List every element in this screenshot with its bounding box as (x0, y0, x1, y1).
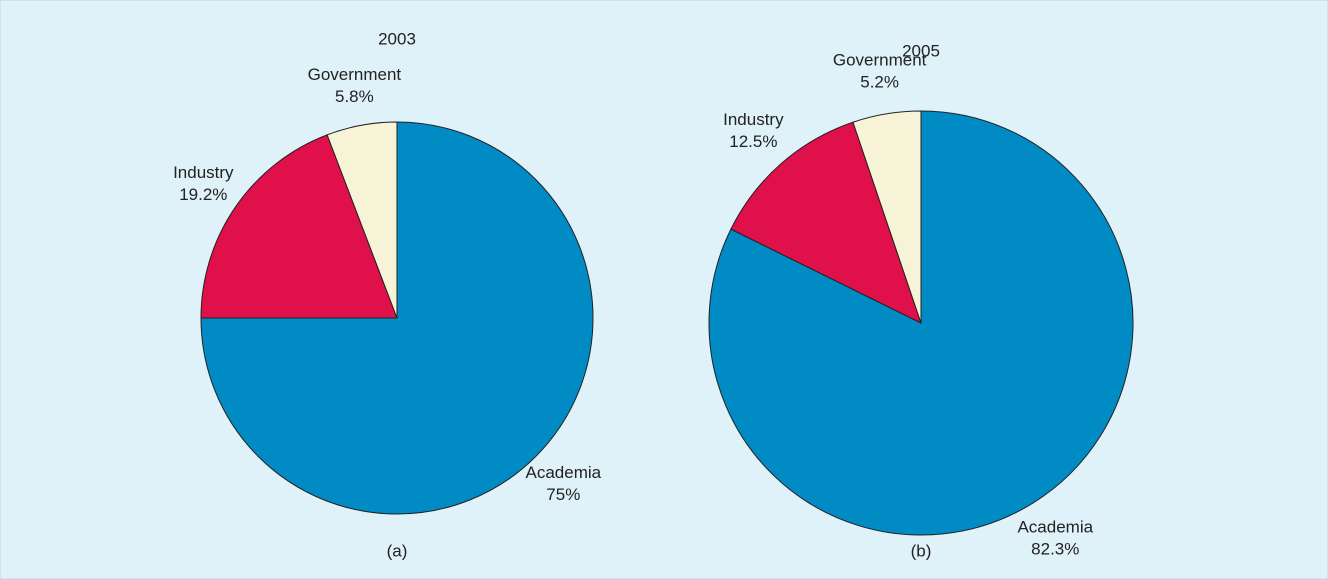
pie-slice (852, 110, 922, 324)
chart-title: 2005 (902, 41, 940, 60)
chart-caption: (a) (387, 541, 408, 560)
slice-label: Industry (723, 110, 784, 129)
slice-value-label: 5.8% (335, 87, 374, 106)
pie-slice (200, 121, 594, 515)
chart-title: 2003 (378, 29, 416, 48)
slice-label: Industry (173, 163, 234, 182)
pie-slice (200, 134, 398, 319)
pie-slice (326, 121, 398, 319)
slice-label: Academia (1017, 518, 1093, 537)
chart-caption: (b) (911, 541, 932, 560)
slice-value-label: 5.2% (860, 72, 899, 91)
pie-slice (730, 121, 922, 324)
slice-value-label: 12.5% (729, 132, 777, 151)
pie-slice (708, 110, 1134, 536)
slice-value-label: 19.2% (179, 185, 227, 204)
slice-value-label: 75% (546, 485, 580, 504)
slice-value-label: 82.3% (1031, 540, 1079, 559)
slice-label: Academia (526, 463, 602, 482)
slice-label: Government (308, 65, 402, 84)
slice-label: Government (833, 50, 927, 69)
